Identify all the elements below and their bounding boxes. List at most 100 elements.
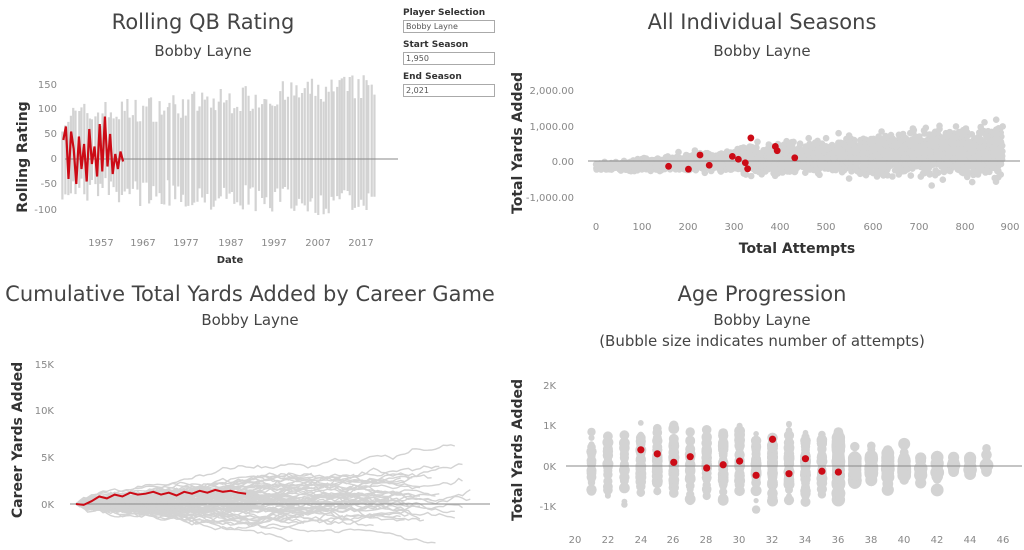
age-bg-bubble: [588, 434, 595, 441]
age-bg-bubble: [965, 460, 975, 469]
seasons-highlight-point: [696, 151, 704, 159]
seasons-bg-point: [969, 163, 976, 170]
cumulative-bg-line: [75, 482, 313, 512]
seasons-bg-point: [717, 167, 724, 174]
seasons-bg-point: [891, 167, 899, 174]
age-bg-bubble: [619, 482, 630, 494]
seasons-xlabel: Total Attempts: [739, 241, 855, 257]
seasons-bg-point: [784, 158, 792, 165]
age-bg-bubble: [735, 433, 744, 443]
seasons-highlight-point: [747, 134, 755, 142]
rolling-xtick: 2017: [348, 238, 373, 249]
seasons-bg-point: [859, 150, 867, 158]
seasons-bg-point: [873, 173, 881, 180]
rolling-ytick: -50: [41, 179, 57, 190]
seasons-bg-point: [887, 148, 895, 155]
age-bg-bubble: [685, 481, 695, 491]
age-bg-bubble: [786, 493, 792, 500]
seasons-xtick: 800: [955, 222, 974, 233]
end-season-label: End Season: [403, 72, 462, 82]
age-bg-bubble: [833, 459, 844, 470]
seasons-bg-point: [889, 173, 896, 180]
age-xtick: 32: [766, 535, 779, 546]
age-xtick: 44: [964, 535, 977, 546]
cumulative-bg-line: [75, 490, 367, 506]
seasons-bg-point: [993, 130, 1001, 138]
seasons-bg-point: [848, 155, 855, 162]
end-season-control[interactable]: End Season 2,021: [403, 72, 495, 97]
age-highlight-point: [653, 450, 661, 458]
seasons-bg-point: [811, 161, 818, 168]
end-season-input[interactable]: 2,021: [403, 84, 495, 97]
seasons-bg-point: [978, 162, 986, 169]
seasons-bg-point: [939, 176, 947, 183]
seasons-bg-point: [815, 146, 822, 154]
age-bg-bubble: [784, 441, 794, 451]
seasons-bg-point: [907, 172, 915, 179]
age-bg-bubble: [588, 466, 595, 473]
seasons-bg-point: [987, 138, 994, 145]
seasons-bg-point: [917, 173, 925, 180]
seasons-bg-point: [820, 160, 828, 167]
age-highlight-point: [834, 468, 842, 476]
seasons-bg-point: [622, 163, 630, 171]
seasons-bg-point: [968, 178, 976, 186]
age-bg-bubble: [833, 484, 843, 494]
cumulative-line-chart[interactable]: 15K 10K 5K 0K Career Yards Added: [0, 275, 500, 550]
age-bg-bubble: [734, 479, 745, 490]
seasons-bg-point: [779, 169, 786, 176]
age-bg-bubble: [636, 436, 645, 445]
age-bg-bubble: [819, 457, 825, 464]
player-selection-input[interactable]: Bobby Layne: [403, 20, 495, 33]
age-bg-bubble: [736, 422, 743, 429]
seasons-bg-point: [998, 142, 1006, 149]
age-xtick: 26: [667, 535, 680, 546]
seasons-bg-point: [923, 166, 930, 174]
seasons-bg-point: [838, 168, 846, 176]
seasons-bg-point: [946, 151, 954, 158]
age-bg-bubble: [751, 505, 761, 514]
cumulative-subtitle: Bobby Layne: [201, 311, 299, 329]
cumulative-panel: Cumulative Total Yards Added by Career G…: [0, 275, 500, 550]
age-bg-bubble: [783, 430, 795, 441]
seasons-highlight-point: [791, 154, 799, 162]
age-bg-bubble: [703, 447, 710, 454]
seasons-bg-point: [985, 154, 992, 161]
seasons-xtick: 500: [816, 222, 835, 233]
age-bg-bubble: [965, 470, 975, 480]
age-highlight-point: [818, 467, 826, 475]
seasons-bg-point: [917, 145, 924, 152]
age-ytick: 1K: [543, 421, 556, 432]
start-season-control[interactable]: Start Season 1,950: [403, 40, 495, 65]
rolling-xtick: 1977: [173, 238, 198, 249]
age-xtick: 40: [898, 535, 911, 546]
seasons-bg-point: [763, 147, 770, 155]
seasons-bg-point: [969, 156, 977, 163]
age-bg-bubble: [736, 469, 744, 477]
age-bg-bubble: [637, 474, 644, 481]
age-subtitle: Bobby Layne: [713, 311, 811, 329]
age-bg-bubble: [702, 491, 711, 501]
age-xtick: 30: [733, 535, 746, 546]
seasons-bg-point: [708, 154, 715, 161]
rolling-xlabel: Date: [217, 255, 244, 266]
seasons-scatter-chart[interactable]: 2,000.00 1,000.00 0.00 -1,000.00 0 100 2…: [500, 0, 1024, 270]
age-bg-bubble: [801, 491, 810, 500]
age-bg-bubble: [717, 494, 729, 506]
age-bubble-chart[interactable]: 2K 1K 0K -1K 20 22 24 26 28 30 32 34 36 …: [500, 275, 1024, 550]
cumulative-bg-line: [75, 499, 189, 515]
seasons-background-points: [592, 116, 1006, 189]
cumulative-bg-line: [75, 479, 386, 505]
seasons-xtick: 0: [593, 222, 599, 233]
rolling-rating-chart[interactable]: 150 100 50 0 -50 -100 1957 1967 1977 198…: [0, 0, 400, 270]
age-bg-bubble: [753, 431, 759, 437]
seasons-bg-point: [884, 163, 892, 170]
player-selection-control[interactable]: Player Selection Bobby Layne: [403, 8, 495, 33]
start-season-input[interactable]: 1,950: [403, 52, 495, 65]
age-bg-bubble: [819, 442, 825, 448]
seasons-bg-point: [598, 163, 605, 171]
seasons-bg-point: [955, 160, 962, 168]
seasons-bg-point: [929, 136, 937, 143]
age-panel: Age Progression Bobby Layne (Bubble size…: [500, 275, 1024, 550]
age-bg-bubble: [636, 481, 646, 492]
